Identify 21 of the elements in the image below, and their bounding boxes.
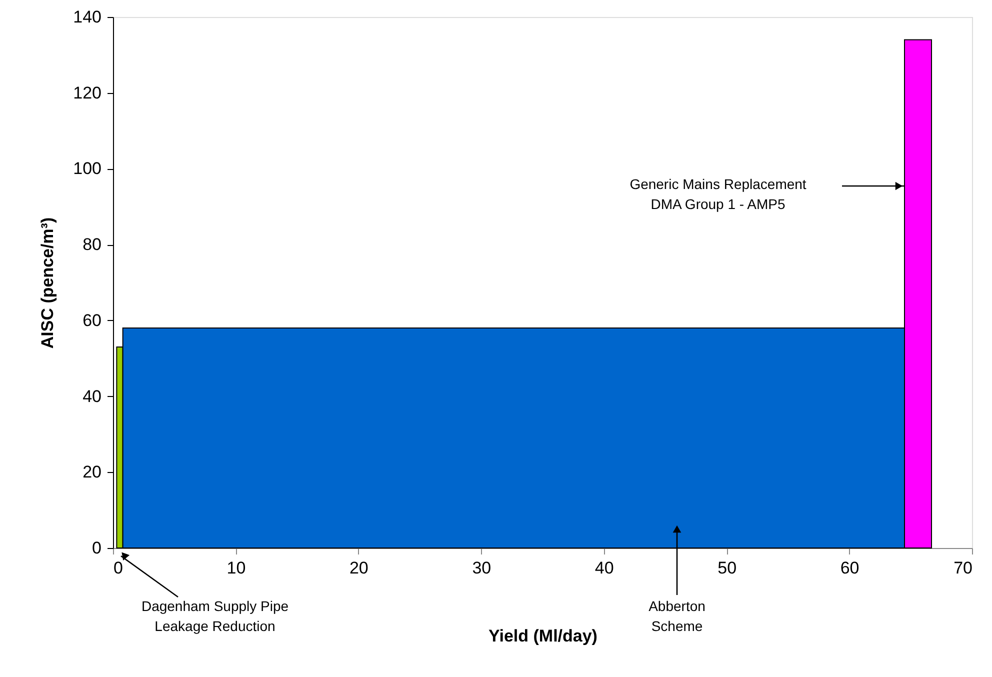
y-tick-label: 120 — [73, 83, 102, 102]
x-tick-label: 0 — [114, 558, 123, 578]
x-tick-label: 20 — [349, 558, 368, 578]
y-tick-label: 0 — [92, 538, 102, 558]
text: Abberton Scheme — [648, 598, 706, 634]
annotation: Generic Mains Replacement DMA Group 1 - AMP5 — [630, 176, 806, 212]
y-tick-label: 140 — [73, 8, 102, 26]
x-tick-label: 60 — [840, 558, 860, 578]
x-tick-label: 70 — [954, 558, 972, 578]
x-tick-label: 10 — [226, 558, 246, 578]
text: Dagenham Supply Pipe Leakage Reduction — [141, 598, 289, 634]
x-axis-title: Yield (Ml/day) — [488, 626, 598, 646]
y-tick-label: 80 — [82, 235, 102, 254]
y-axis-title: AISC (pence/m³) — [38, 217, 58, 349]
x-tick-label: 50 — [718, 558, 737, 578]
x-tick-label: 40 — [594, 558, 614, 578]
y-tick-label: 100 — [73, 159, 102, 178]
x-tick-label: 30 — [472, 558, 492, 578]
y-tick-label: 60 — [82, 310, 102, 330]
y-tick-label: 20 — [82, 462, 102, 482]
y-tick-label: 40 — [82, 386, 102, 406]
